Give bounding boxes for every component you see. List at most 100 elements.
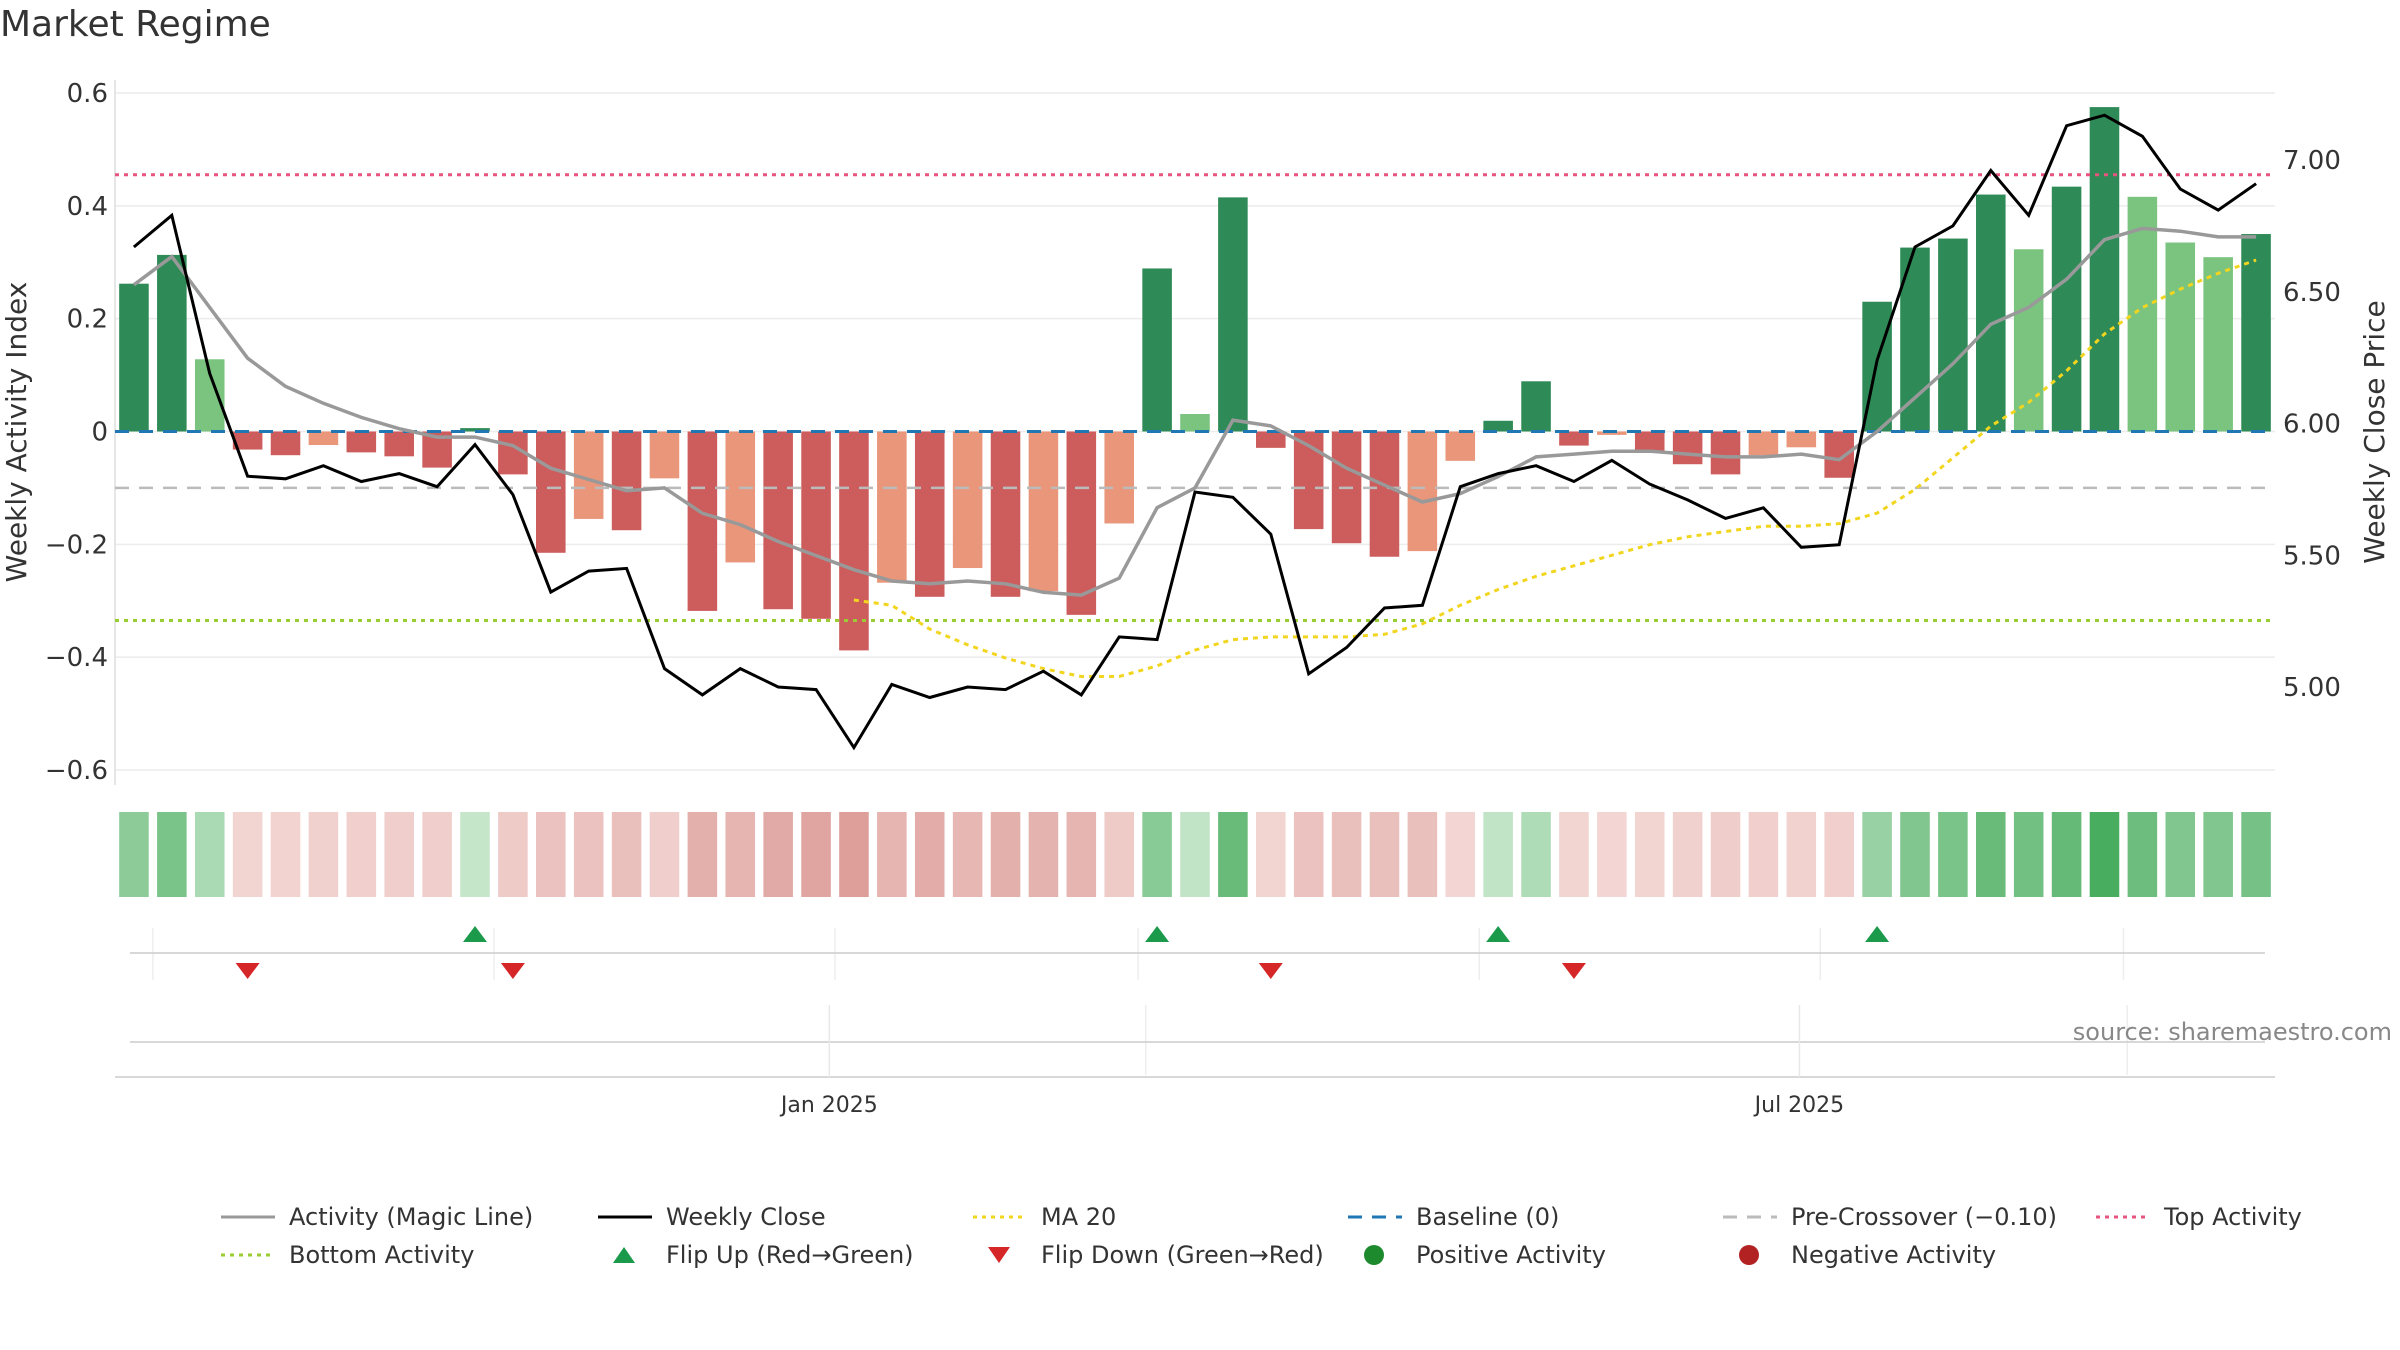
regime-cell — [573, 812, 604, 897]
legend-label: MA 20 — [1041, 1203, 1117, 1231]
flip-markers — [130, 926, 2265, 980]
weekly-close-line — [132, 113, 2257, 751]
activity-bar — [1483, 420, 1513, 432]
legend-label: Bottom Activity — [289, 1241, 475, 1269]
legend-label: Baseline (0) — [1416, 1203, 1560, 1231]
legend-symbol-dashed — [1348, 1215, 1402, 1219]
regime-cell — [1066, 812, 1097, 897]
activity-bar — [2127, 196, 2158, 432]
activity-bar — [649, 431, 680, 479]
regime-cell — [1407, 812, 1438, 897]
activity-bar — [536, 431, 566, 553]
ma20-line — [853, 258, 2257, 678]
legend-item: Bottom Activity — [215, 1238, 474, 1272]
legend-item: Negative Activity — [1717, 1238, 1996, 1272]
y2-axis-label: Weekly Close Price — [2358, 300, 2391, 563]
flip-up-marker — [1145, 926, 1170, 942]
activity-bar — [1066, 431, 1097, 615]
y2-tick-label: 6.00 — [2283, 410, 2341, 440]
flip-down-marker — [1258, 963, 1283, 979]
legend-item: Flip Up (Red→Green) — [592, 1238, 914, 1272]
flip-up-marker — [463, 926, 487, 942]
activity-bar — [763, 431, 793, 610]
regime-cell — [498, 812, 528, 897]
legend-label: Pre-Crossover (−0.10) — [1791, 1203, 2058, 1231]
activity-bar — [839, 431, 869, 651]
regime-cell — [460, 812, 490, 897]
legend-item: Activity (Magic Line) — [215, 1200, 533, 1234]
activity-bar — [1521, 381, 1551, 432]
regime-cell — [914, 812, 945, 897]
legend-item: Top Activity — [2090, 1200, 2302, 1234]
regime-cell — [194, 812, 225, 897]
regime-cell — [687, 812, 718, 897]
regime-cell — [1786, 812, 1817, 897]
activity-bar — [877, 431, 907, 583]
regime-cell — [990, 812, 1021, 897]
flip-down-marker — [500, 963, 525, 979]
y2-tick-label: 5.00 — [2283, 673, 2341, 703]
legend-label: Flip Down (Green→Red) — [1041, 1241, 1324, 1269]
y-tick-label: −0.6 — [45, 756, 108, 786]
activity-bar — [1028, 431, 1059, 592]
regime-cell — [346, 812, 377, 897]
regime-cell — [2203, 812, 2233, 897]
regime-cell — [611, 812, 642, 897]
legend-symbol-dotted — [2096, 1215, 2150, 1219]
regime-cell — [1142, 812, 1172, 897]
y2-tick-label: 6.50 — [2283, 278, 2341, 308]
activity-bar — [1218, 197, 1248, 432]
activity-bar — [1710, 431, 1741, 475]
regime-cell — [536, 812, 566, 897]
activity-bars — [119, 107, 2271, 651]
activity-bar — [1786, 431, 1817, 448]
regime-cell — [1900, 812, 1930, 897]
activity-bar — [460, 428, 490, 432]
activity-bar — [611, 431, 642, 531]
y-tick-label: 0 — [91, 418, 108, 448]
activity-bar — [1407, 431, 1438, 552]
activity-bar — [1445, 431, 1476, 461]
legend-label: Flip Up (Red→Green) — [666, 1241, 914, 1269]
activity-bar — [308, 431, 339, 446]
activity-bar — [914, 431, 945, 597]
regime-cell — [1256, 812, 1286, 897]
activity-bar — [232, 431, 263, 450]
activity-bar — [725, 431, 756, 563]
regime-cell — [1028, 812, 1059, 897]
regime-cell — [119, 812, 149, 897]
regime-cell — [270, 812, 301, 897]
y2-tick-label: 5.50 — [2283, 541, 2341, 571]
legend-symbol-dotted — [973, 1215, 1027, 1219]
regime-cell — [1634, 812, 1665, 897]
flip-down-marker — [1561, 963, 1586, 979]
regime-cell — [1483, 812, 1513, 897]
regime-cell — [384, 812, 414, 897]
activity-bar — [801, 431, 831, 619]
activity-bar — [1597, 431, 1627, 435]
regime-cell — [725, 812, 756, 897]
activity-bar — [1142, 268, 1172, 432]
activity-bar — [952, 431, 983, 569]
regime-cell — [1862, 812, 1892, 897]
regime-cell — [1293, 812, 1324, 897]
regime-cell — [232, 812, 263, 897]
activity-bar — [1369, 431, 1400, 557]
regime-cell — [1445, 812, 1476, 897]
activity-bar — [270, 431, 301, 456]
regime-cell — [877, 812, 907, 897]
y-tick-label: −0.2 — [45, 530, 108, 560]
regime-cell — [1824, 812, 1854, 897]
activity-bar — [1938, 238, 1968, 432]
regime-cell — [2089, 812, 2120, 897]
regime-cell — [2051, 812, 2082, 897]
activity-bar — [687, 431, 718, 611]
legend-item: Baseline (0) — [1342, 1200, 1559, 1234]
time-axis-panel: Jan 2025 Jul 2025 — [115, 1005, 2275, 1118]
legend-label: Weekly Close — [666, 1203, 826, 1231]
regime-cell — [2013, 812, 2044, 897]
legend-symbol-line — [221, 1215, 275, 1219]
activity-bar — [1104, 431, 1134, 524]
regime-cell — [422, 812, 452, 897]
regime-cell — [2165, 812, 2196, 897]
